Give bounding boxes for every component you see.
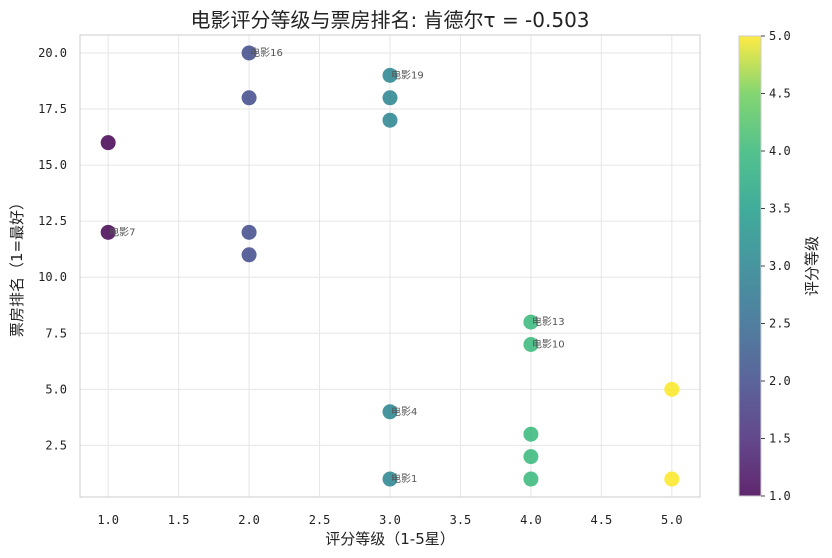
data-point [382,471,398,487]
x-axis-label: 评分等级（1-5星） [325,530,455,548]
data-point [241,90,257,106]
data-point [523,426,539,442]
x-tick-label: 3.0 [379,513,401,527]
x-tick-label: 1.0 [97,513,119,527]
x-tick-label: 2.0 [238,513,260,527]
chart-title: 电影评分等级与票房排名: 肯德尔τ = -0.503 [190,8,589,32]
data-points [100,45,680,487]
colorbar [739,36,761,496]
data-point [523,314,539,330]
colorbar-tick-label: 5.0 [769,29,791,43]
data-point [382,67,398,83]
y-axis-label: 票房排名（1=最好） [8,195,26,337]
data-point [241,247,257,263]
x-tick-label: 4.5 [591,513,613,527]
grid [80,35,700,497]
colorbar-tick-label: 3.0 [769,259,791,273]
x-axis-ticks: 1.0 1.5 2.0 2.5 3.0 3.5 4.0 4.5 5.0 [97,513,682,527]
data-point [382,90,398,106]
colorbar-tick-label: 4.5 [769,87,791,101]
y-tick-label: 2.5 [45,438,67,452]
y-tick-label: 20.0 [38,46,67,60]
y-tick-label: 15.0 [38,158,67,172]
y-axis-ticks: 2.5 5.0 7.5 10.0 12.5 15.0 17.5 20.0 [38,46,67,452]
point-annotations: 电影7 电影16 电影19 电影4 电影1 电影13 电影10 [109,46,564,485]
x-tick-label: 5.0 [661,513,683,527]
data-point [523,336,539,352]
colorbar-label: 评分等级 [803,236,821,296]
x-tick-label: 3.5 [450,513,472,527]
point-label: 电影10 [532,337,565,350]
point-label: 电影16 [250,46,283,59]
x-tick-label: 1.5 [168,513,190,527]
point-label: 电影4 [391,405,417,418]
data-point [100,224,116,240]
x-tick-label: 4.0 [520,513,542,527]
point-label: 电影19 [391,68,424,81]
data-point [523,449,539,465]
data-point [100,135,116,151]
point-label: 电影1 [391,472,417,485]
colorbar-tick-label: 4.0 [769,144,791,158]
y-tick-label: 7.5 [45,326,67,340]
colorbar-tick-label: 1.0 [769,489,791,503]
point-label: 电影7 [109,225,135,238]
data-point [241,45,257,61]
data-point [382,404,398,420]
y-tick-label: 5.0 [45,382,67,396]
point-label: 电影13 [532,315,565,328]
data-point [523,471,539,487]
data-point [664,471,680,487]
x-tick-label: 2.5 [309,513,331,527]
y-tick-label: 12.5 [38,214,67,228]
colorbar-tick-label: 2.5 [769,317,791,331]
colorbar-tick-label: 2.0 [769,374,791,388]
colorbar-ticks: 1.0 1.5 2.0 2.5 3.0 3.5 4.0 4.5 5.0 [761,29,791,503]
y-tick-label: 17.5 [38,102,67,116]
data-point [382,112,398,128]
colorbar-tick-label: 3.5 [769,202,791,216]
data-point [241,224,257,240]
plot-frame [79,34,701,498]
y-tick-label: 10.0 [38,270,67,284]
data-point [664,381,680,397]
colorbar-tick-label: 1.5 [769,432,791,446]
